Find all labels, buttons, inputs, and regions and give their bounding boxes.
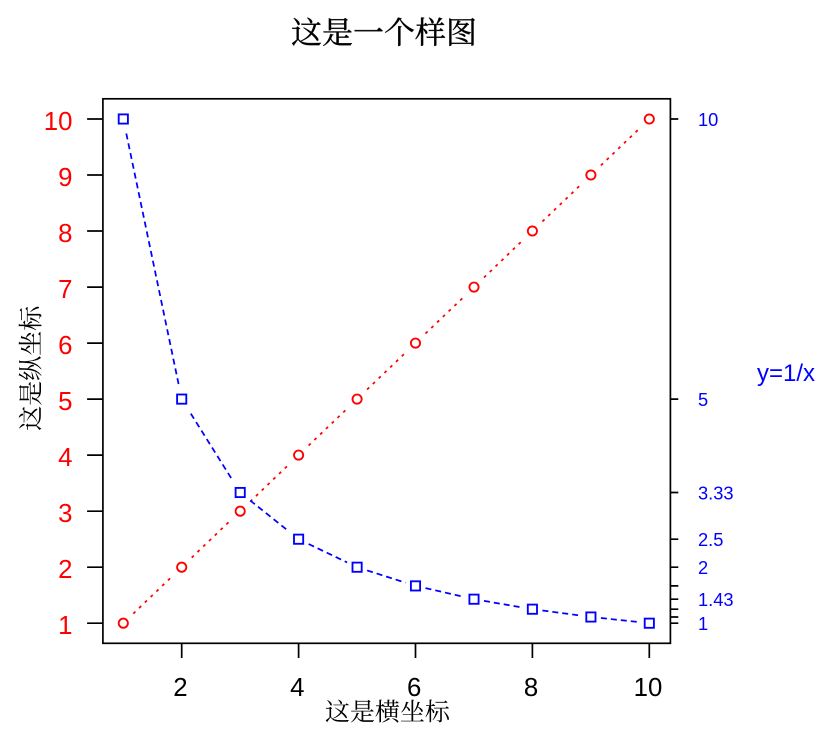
svg-text:2: 2 [58,556,72,584]
svg-text:6: 6 [58,332,72,360]
svg-text:1: 1 [698,613,708,634]
svg-text:6: 6 [407,674,421,702]
svg-text:5: 5 [58,388,72,416]
svg-text:10: 10 [634,674,663,702]
svg-text:2.5: 2.5 [698,529,723,550]
svg-text:1: 1 [58,612,72,640]
svg-text:y=1/x: y=1/x [757,360,815,387]
svg-text:2: 2 [173,674,187,702]
svg-text:9: 9 [58,164,72,192]
svg-text:4: 4 [290,674,304,702]
svg-text:1.43: 1.43 [698,589,734,610]
svg-text:10: 10 [44,108,73,136]
svg-text:3.33: 3.33 [698,483,734,504]
svg-text:2: 2 [698,557,708,578]
svg-text:7: 7 [58,276,72,304]
svg-text:8: 8 [524,674,538,702]
svg-text:10: 10 [698,109,718,130]
svg-text:5: 5 [698,389,708,410]
svg-text:3: 3 [58,500,72,528]
svg-text:8: 8 [58,220,72,248]
svg-text:4: 4 [58,444,72,472]
